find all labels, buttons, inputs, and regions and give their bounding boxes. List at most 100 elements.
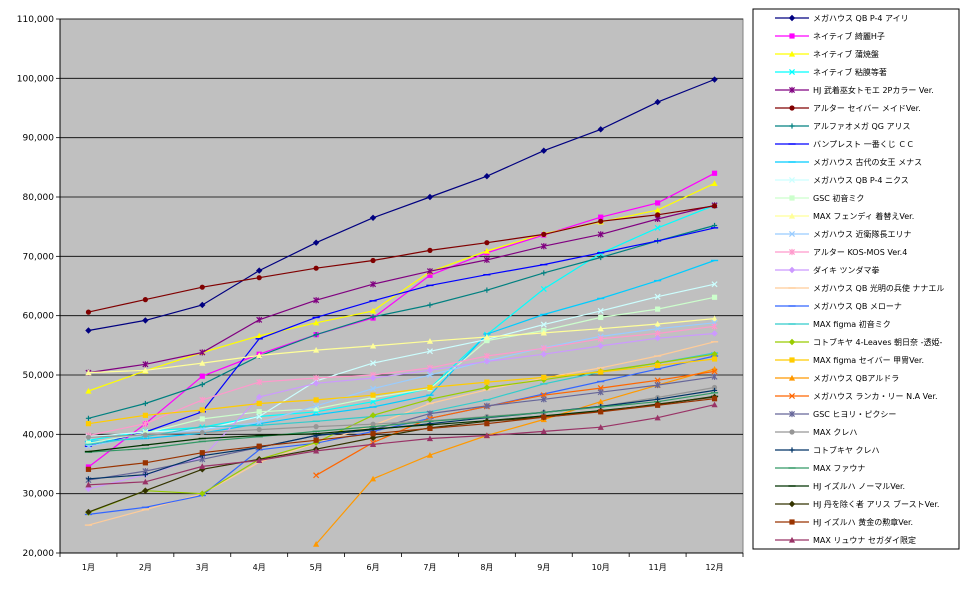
data-point (711, 368, 718, 375)
data-point (85, 415, 92, 421)
x-tick-label: 12月 (705, 563, 723, 572)
data-point (256, 413, 263, 420)
legend-label: メガハウス ランカ・リー N.A Ver. (813, 391, 938, 401)
data-point (313, 424, 319, 430)
x-tick-label: 11月 (649, 563, 667, 572)
x-tick-label: 2月 (139, 563, 152, 572)
data-point (256, 316, 263, 323)
data-point (199, 381, 205, 388)
legend-item: MAX リュウナ セガダイ限定 (775, 535, 916, 545)
data-point (85, 421, 92, 427)
data-point (484, 287, 490, 293)
data-point (426, 268, 433, 275)
legend-label: メガハウス 古代の女王 メナス (813, 157, 922, 167)
legend-label: GSC ヒヨリ・ピクシー (813, 410, 896, 419)
plot-area (59, 18, 744, 554)
legend-item: ネイティブ 蒲焼盤 (775, 49, 879, 59)
legend-marker (788, 410, 796, 418)
legend-label: メガハウス QB メローナ (813, 301, 902, 311)
data-point (426, 371, 433, 379)
legend-item: HJ イズルハ 黄金の勲章Ver. (775, 517, 913, 527)
legend-label: HJ 丹を除く者 アリス ブーストVer. (813, 499, 939, 509)
legend-item: メガハウス QB メローナ (775, 301, 902, 311)
data-point (370, 421, 376, 427)
legend-label: バンプレスト 一番くじ ＣＣ (813, 139, 914, 149)
data-point (597, 389, 604, 396)
data-point (654, 224, 661, 231)
data-point (370, 257, 376, 264)
series-12 (85, 315, 718, 376)
data-point (256, 409, 262, 415)
y-tick-label: 70,000 (23, 252, 55, 262)
legend-box (752, 8, 960, 550)
series-20 (85, 356, 718, 427)
data-point (256, 400, 262, 407)
legend-item: ネイティブ 粘膜等著 (775, 67, 887, 77)
legend-label: HJ イズルハ 黄金の勲章Ver. (813, 517, 913, 527)
data-point (85, 327, 92, 334)
legend-item: メガハウス QBアルドラ (775, 373, 899, 383)
legend-label: メガハウス QB P-4 ニクス (813, 175, 909, 185)
data-point (541, 231, 547, 237)
data-point (540, 243, 547, 250)
data-point (597, 335, 604, 342)
series-line (315, 368, 715, 545)
series-30 (85, 401, 718, 488)
series-line (88, 205, 715, 313)
data-point (597, 231, 604, 238)
legend-item: メガハウス QB P-4 アイリ (775, 13, 909, 23)
data-point (597, 325, 604, 332)
data-point (142, 420, 149, 427)
legend-item: コトブキヤ クレハ (775, 445, 880, 455)
data-point (654, 293, 661, 300)
data-point (199, 284, 205, 290)
data-point (85, 434, 92, 440)
y-tick-label: 110,000 (17, 15, 54, 25)
data-point (426, 348, 433, 355)
data-point (370, 360, 377, 367)
data-point (597, 398, 604, 405)
data-point (483, 384, 491, 391)
series-line (88, 296, 715, 444)
series-line (88, 172, 715, 468)
data-point (597, 307, 604, 314)
data-point (426, 410, 433, 417)
data-point (655, 362, 661, 369)
data-point (313, 437, 319, 443)
data-point (313, 406, 319, 412)
x-tick-label: 10月 (592, 563, 610, 572)
x-tick-label: 5月 (310, 563, 323, 572)
series-14 (85, 323, 718, 439)
data-point (313, 297, 320, 304)
data-point (655, 212, 661, 218)
data-point (313, 472, 320, 479)
data-point (199, 416, 205, 422)
data-point (541, 414, 547, 420)
legend-label: アルター セイバー メイドVer. (813, 104, 921, 113)
data-point (654, 206, 661, 213)
legend-marker (789, 123, 795, 129)
y-tick-label: 90,000 (23, 134, 55, 144)
data-point (711, 396, 718, 402)
legend-label: HJ 武着巫女トモエ 2Pカラー Ver. (813, 85, 934, 95)
data-point (598, 409, 604, 415)
data-point (540, 351, 547, 358)
data-point (597, 126, 604, 133)
y-tick-label: 50,000 (23, 371, 55, 381)
y-tick-label: 40,000 (23, 430, 55, 440)
data-point (540, 396, 547, 403)
data-point (312, 239, 320, 246)
data-point (85, 466, 92, 472)
legend-label: コトブキヤ 4-Leaves 朝日奈 -透姫- (813, 337, 942, 347)
data-point (369, 307, 377, 314)
data-point (598, 254, 604, 261)
legend-label: ダイキ ツンダマ拳 (813, 265, 880, 275)
legend-marker (788, 14, 796, 22)
series-6 (85, 203, 718, 315)
data-point (313, 402, 320, 409)
data-point (711, 170, 718, 176)
legend-item: ダイキ ツンダマ拳 (775, 265, 880, 275)
data-point (370, 431, 376, 437)
